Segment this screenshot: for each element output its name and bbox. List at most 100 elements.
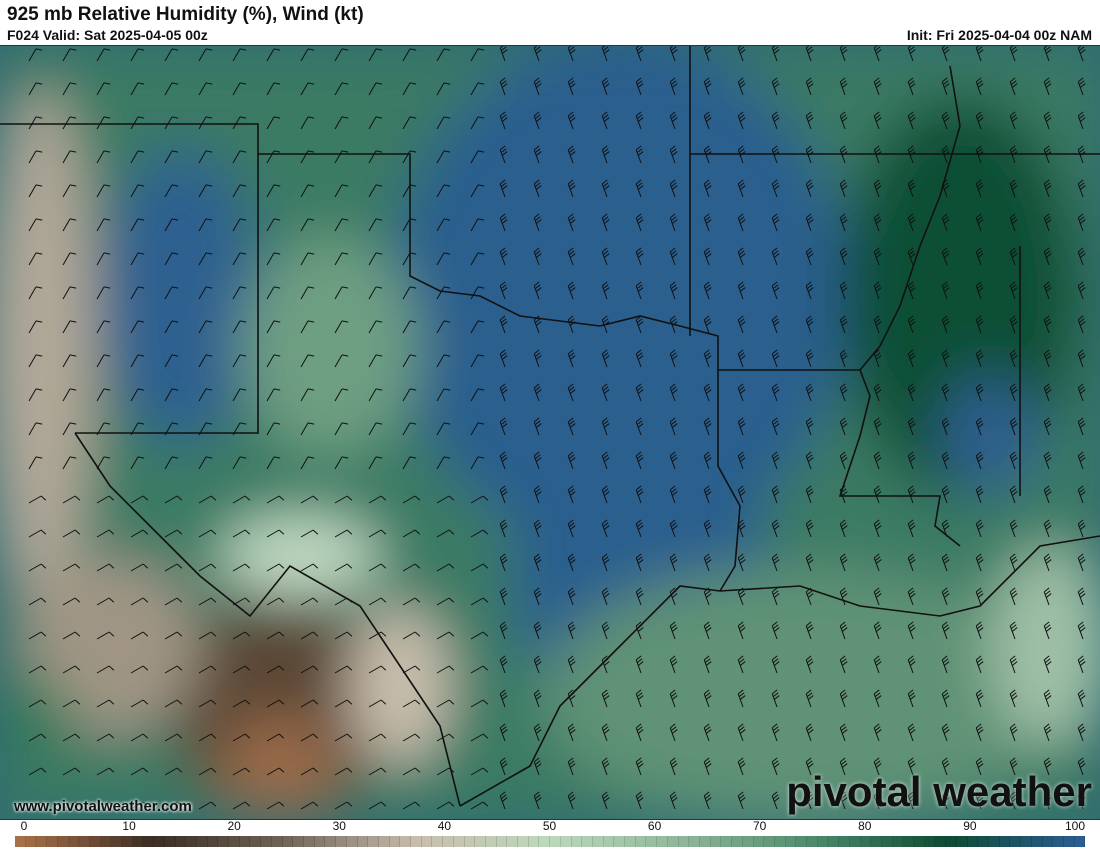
wind-barb bbox=[941, 689, 950, 708]
wind-barb bbox=[669, 315, 678, 334]
wind-barb bbox=[907, 349, 916, 368]
wind-barb bbox=[907, 213, 916, 232]
wind-barb bbox=[96, 48, 111, 62]
wind-barb bbox=[601, 587, 610, 606]
wind-barb bbox=[130, 495, 149, 504]
wind-barb bbox=[266, 422, 281, 436]
wind-barb bbox=[198, 495, 217, 504]
wind-barb bbox=[470, 388, 485, 402]
wind-barb bbox=[601, 111, 610, 130]
wind-barb bbox=[1077, 791, 1086, 810]
wind-barb bbox=[62, 184, 77, 198]
wind-barb bbox=[907, 383, 916, 402]
wind-barb bbox=[873, 179, 882, 198]
colorbar-cell bbox=[753, 836, 765, 847]
wind-barb bbox=[334, 82, 349, 96]
wind-barb bbox=[669, 46, 678, 62]
wind-barb bbox=[975, 553, 984, 572]
wind-barb bbox=[300, 354, 315, 368]
wind-barb bbox=[300, 252, 315, 266]
wind-barb bbox=[266, 699, 285, 708]
wind-barb bbox=[368, 529, 387, 538]
wind-barb bbox=[198, 388, 213, 402]
wind-barb bbox=[703, 213, 712, 232]
wind-barb bbox=[198, 218, 213, 232]
pivotal-weather-logo: pivotal weather bbox=[786, 768, 1092, 815]
wind-barb bbox=[334, 116, 349, 130]
wind-barb bbox=[567, 621, 576, 640]
wind-barb bbox=[1043, 655, 1052, 674]
wind-barb bbox=[1043, 46, 1052, 62]
wind-barb bbox=[805, 145, 814, 164]
wind-barb bbox=[130, 354, 145, 368]
wind-barb bbox=[499, 77, 508, 96]
wind-barb bbox=[368, 456, 383, 470]
colorbar-cell bbox=[239, 836, 251, 847]
wind-barb bbox=[164, 48, 179, 62]
wind-barb bbox=[737, 349, 746, 368]
wind-barb bbox=[771, 46, 780, 62]
wind-barb bbox=[266, 631, 285, 640]
wind-barb bbox=[601, 791, 610, 810]
wind-barb bbox=[402, 354, 417, 368]
colorbar-cell bbox=[496, 836, 508, 847]
wind-barb bbox=[635, 179, 644, 198]
wind-barb bbox=[1077, 383, 1086, 402]
wind-barb bbox=[62, 150, 77, 164]
wind-barb bbox=[470, 456, 485, 470]
wind-barb bbox=[1043, 179, 1052, 198]
wind-barb bbox=[499, 281, 508, 300]
wind-barb bbox=[1009, 46, 1018, 62]
wind-barb bbox=[130, 801, 149, 810]
wind-barb bbox=[907, 46, 916, 62]
wind-barb bbox=[601, 77, 610, 96]
wind-barb bbox=[300, 184, 315, 198]
wind-barb bbox=[1009, 383, 1018, 402]
wind-barb bbox=[62, 82, 77, 96]
wind-barb bbox=[96, 665, 115, 674]
wind-barb bbox=[1077, 485, 1086, 504]
wind-barb bbox=[805, 417, 814, 436]
wind-barb bbox=[96, 320, 111, 334]
wind-barb bbox=[130, 456, 145, 470]
wind-barb bbox=[198, 597, 217, 606]
wind-barb bbox=[96, 354, 111, 368]
wind-barb bbox=[941, 553, 950, 572]
wind-barb bbox=[703, 179, 712, 198]
weather-map[interactable] bbox=[0, 45, 1100, 820]
wind-barb bbox=[499, 791, 508, 810]
wind-barb bbox=[907, 621, 916, 640]
wind-barb bbox=[941, 247, 950, 266]
wind-barb bbox=[635, 689, 644, 708]
wind-barb bbox=[737, 791, 746, 810]
wind-barb bbox=[907, 587, 916, 606]
wind-barb bbox=[533, 519, 542, 538]
wind-barb bbox=[96, 801, 115, 810]
wind-barb bbox=[533, 621, 542, 640]
wind-barb bbox=[771, 383, 780, 402]
wind-barb bbox=[601, 451, 610, 470]
wind-barb bbox=[669, 145, 678, 164]
wind-barb bbox=[635, 77, 644, 96]
wind-barb bbox=[96, 388, 111, 402]
wind-barb bbox=[873, 553, 882, 572]
wind-barb bbox=[771, 213, 780, 232]
wind-barb bbox=[669, 111, 678, 130]
wind-barb bbox=[873, 757, 882, 776]
wind-barb bbox=[334, 252, 349, 266]
wind-barb bbox=[805, 315, 814, 334]
wind-barb bbox=[907, 77, 916, 96]
wind-barb bbox=[1077, 655, 1086, 674]
wind-barb bbox=[130, 767, 149, 776]
wind-barb bbox=[1043, 349, 1052, 368]
wind-barb bbox=[436, 529, 455, 538]
wind-barb bbox=[703, 621, 712, 640]
wind-barb bbox=[567, 485, 576, 504]
wind-barb bbox=[703, 77, 712, 96]
wind-barb bbox=[164, 456, 179, 470]
wind-barb bbox=[533, 111, 542, 130]
wind-barb bbox=[300, 767, 319, 776]
wind-barb bbox=[28, 286, 43, 300]
wind-barb bbox=[436, 184, 451, 198]
wind-barb bbox=[368, 495, 387, 504]
